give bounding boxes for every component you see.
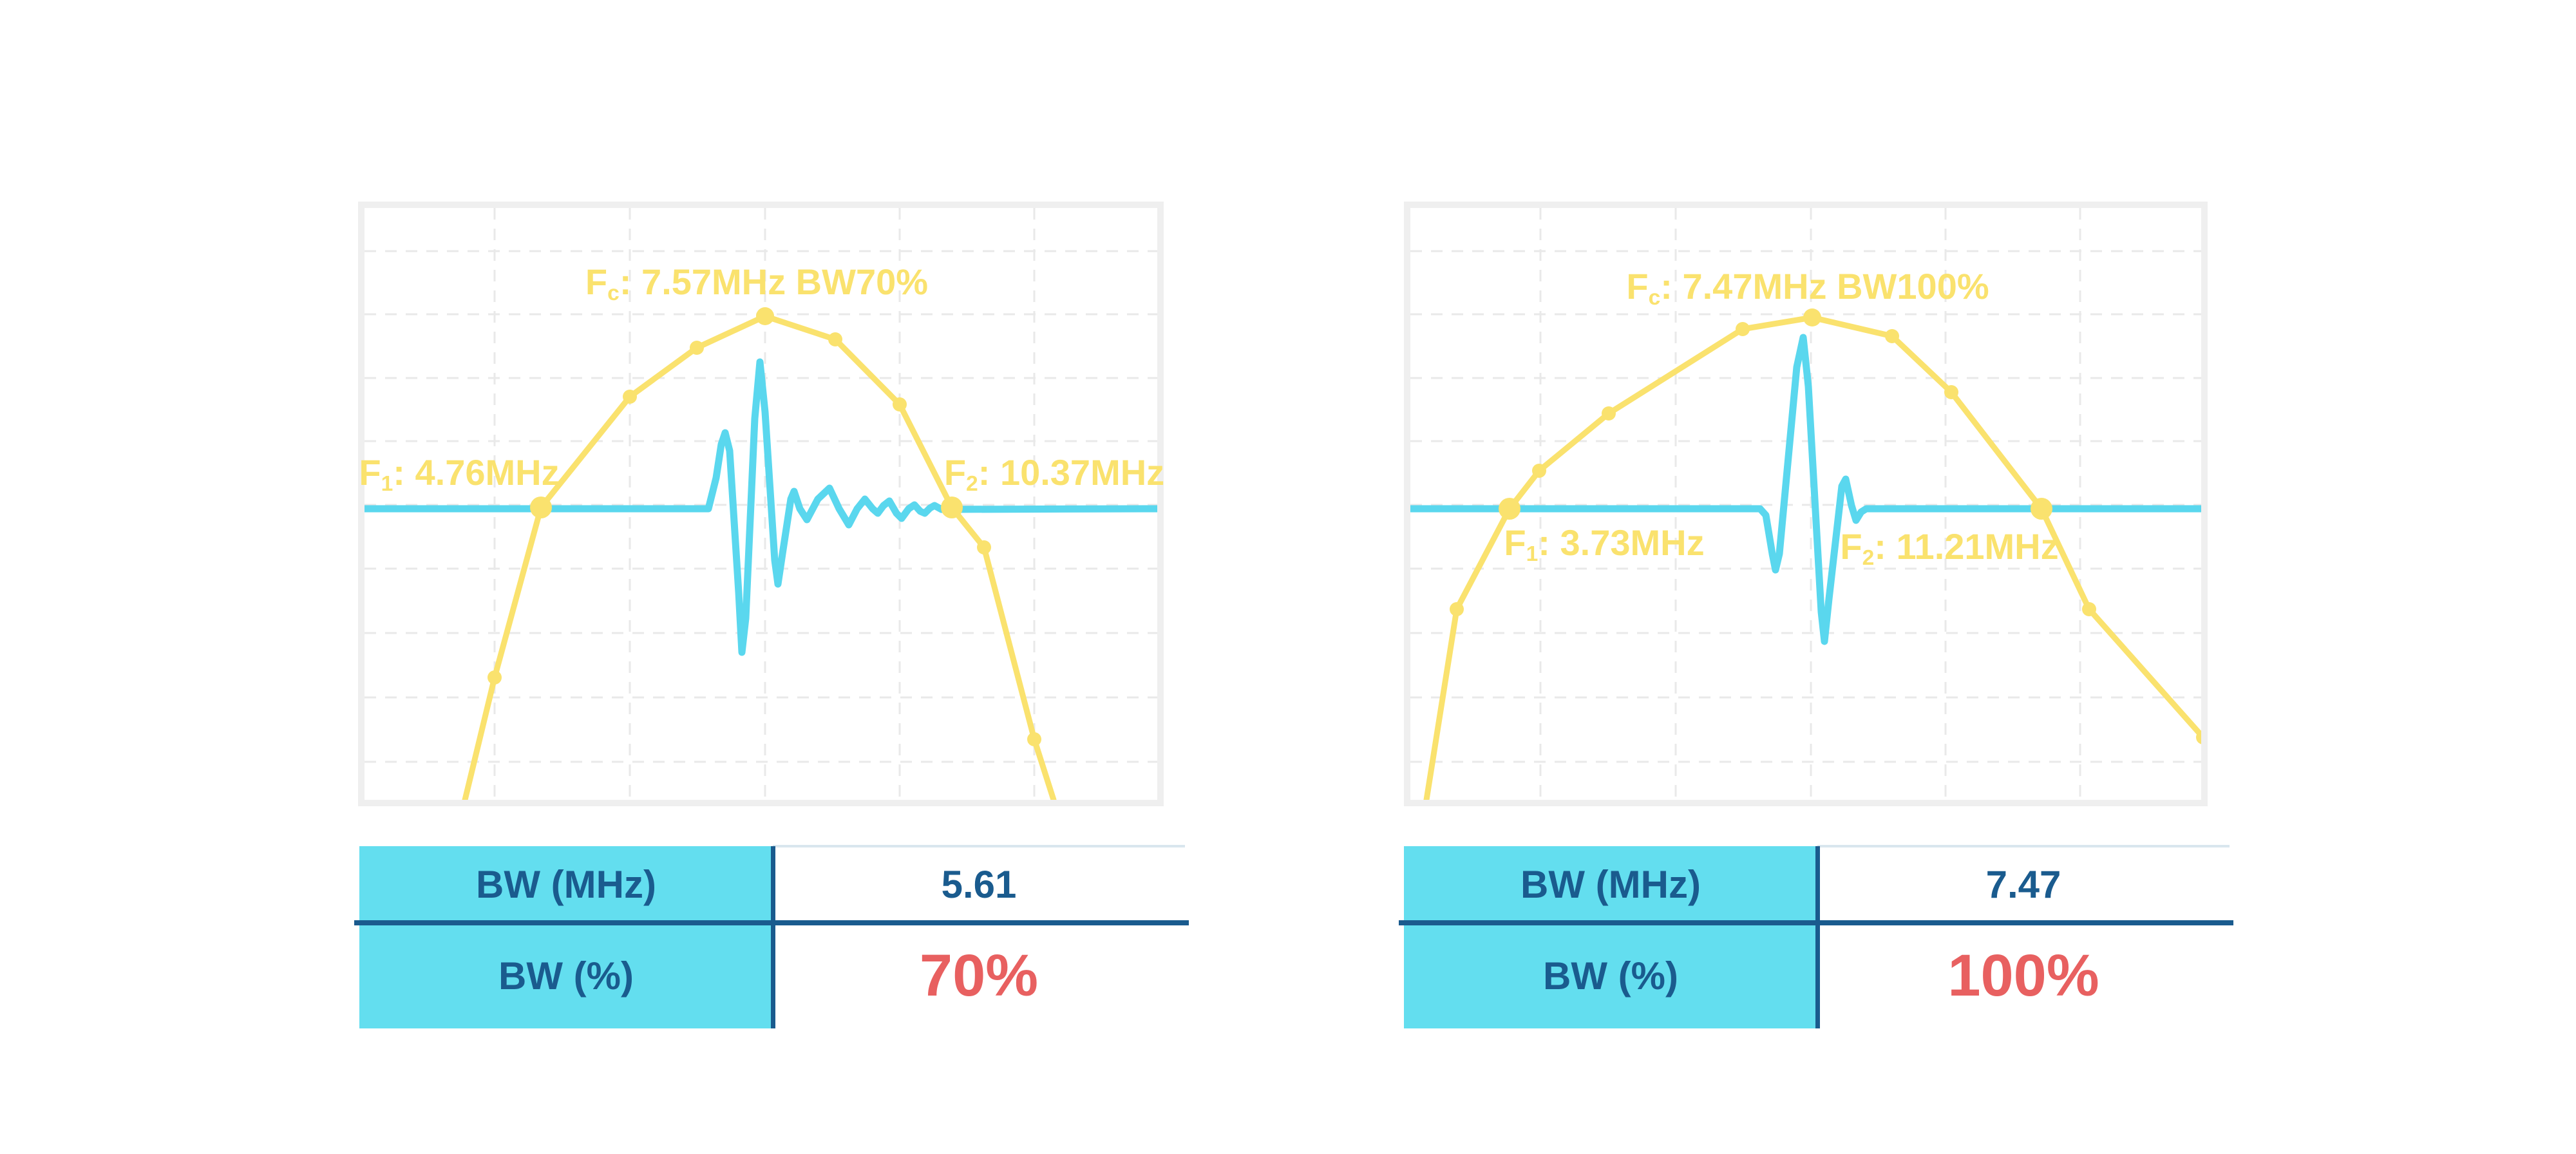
f2-label-rest: : 11.21MHz bbox=[1874, 525, 2059, 567]
fc-label-rest: : 7.47MHz BW100% bbox=[1660, 265, 1989, 307]
table-value-bw-pct: 70% bbox=[919, 942, 1039, 1008]
f1-label-rest: : 3.73MHz bbox=[1538, 522, 1705, 563]
bw-table-right: BW (MHz) 7.47 BW (%) 100% bbox=[1399, 845, 2233, 1028]
f1-label-base: F bbox=[359, 451, 381, 493]
table-label-bw-mhz: BW (MHz) bbox=[1520, 863, 1701, 906]
fc-label-base: F bbox=[585, 261, 608, 302]
f1-label-base: F bbox=[1504, 522, 1526, 563]
f2-label-sub: 2 bbox=[966, 472, 978, 497]
fc-label-sub: c bbox=[607, 281, 620, 306]
f1-label-rest: : 4.76MHz bbox=[393, 451, 560, 493]
fc-label-sub: c bbox=[1648, 286, 1661, 310]
table-label-bw-mhz: BW (MHz) bbox=[476, 863, 656, 906]
table-value-bw-pct: 100% bbox=[1947, 942, 2099, 1008]
fc-annotation-right: Fc: 7.47MHz BW100% bbox=[1626, 265, 1989, 310]
table-value-bw-mhz: 7.47 bbox=[1985, 863, 2061, 906]
f2-label-rest: : 10.37MHz bbox=[978, 451, 1165, 493]
f2-annotation-left: F2: 10.37MHz bbox=[944, 451, 1164, 497]
f1-label-sub: 1 bbox=[1526, 542, 1539, 567]
f2-label-base: F bbox=[1840, 525, 1862, 567]
f2-label-base: F bbox=[943, 451, 967, 493]
table-label-bw-pct: BW (%) bbox=[1543, 954, 1678, 998]
f2-annotation-right: F2: 11.21MHz bbox=[1840, 525, 2058, 571]
table-column-divider bbox=[1815, 846, 1820, 1028]
f1-annotation-right: F1: 3.73MHz bbox=[1504, 522, 1704, 567]
bw-table-left: BW (MHz) 5.61 BW (%) 70% bbox=[354, 845, 1189, 1028]
table-label-column-bg bbox=[1404, 846, 1817, 1028]
table-top-divider bbox=[1817, 845, 2230, 847]
table-column-divider bbox=[771, 846, 775, 1028]
table-label-column-bg bbox=[359, 846, 773, 1028]
table-value-bw-mhz: 5.61 bbox=[941, 863, 1017, 906]
f1-annotation-left: F1: 4.76MHz bbox=[359, 451, 559, 497]
f1-label-sub: 1 bbox=[381, 472, 393, 497]
table-label-bw-pct: BW (%) bbox=[498, 954, 634, 998]
fc-annotation-left: Fc: 7.57MHz BW70% bbox=[585, 261, 928, 306]
fc-label-base: F bbox=[1626, 265, 1649, 307]
fc-label-rest: : 7.57MHz BW70% bbox=[619, 261, 929, 302]
table-top-divider bbox=[773, 845, 1185, 847]
f2-label-sub: 2 bbox=[1862, 546, 1875, 571]
